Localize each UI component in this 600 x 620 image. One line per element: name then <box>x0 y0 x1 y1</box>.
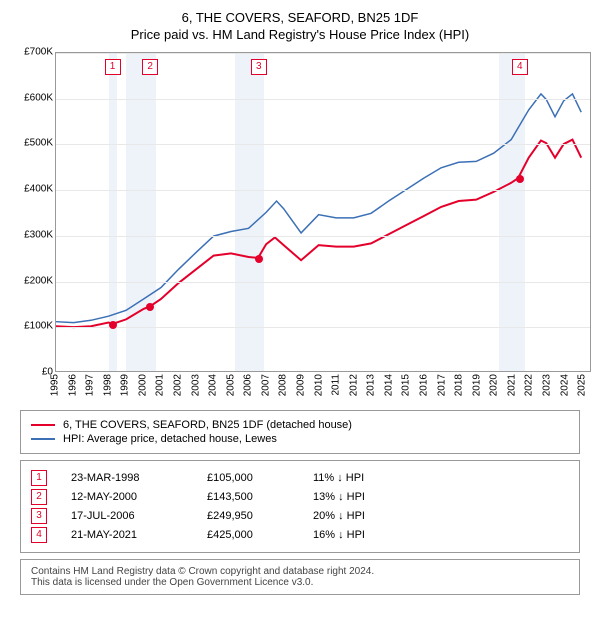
sale-date: 17-JUL-2006 <box>71 510 201 522</box>
sale-number-badge: 2 <box>31 489 47 505</box>
x-tick-label: 2001 <box>155 374 166 396</box>
legend-label: HPI: Average price, detached house, Lewe… <box>63 433 277 445</box>
legend-label: 6, THE COVERS, SEAFORD, BN25 1DF (detach… <box>63 419 352 431</box>
sale-date: 23-MAR-1998 <box>71 472 201 484</box>
x-tick-label: 2006 <box>243 374 254 396</box>
sale-row: 3 17-JUL-2006 £249,950 20% ↓ HPI <box>31 508 569 524</box>
sale-marker-dot <box>109 321 117 329</box>
x-tick-label: 2018 <box>454 374 465 396</box>
sale-date: 21-MAY-2021 <box>71 529 201 541</box>
x-tick-label: 1996 <box>67 374 78 396</box>
x-tick-label: 2019 <box>471 374 482 396</box>
sale-marker-dot <box>516 175 524 183</box>
sale-row: 4 21-MAY-2021 £425,000 16% ↓ HPI <box>31 527 569 543</box>
x-tick-label: 2015 <box>401 374 412 396</box>
y-axis: £0£100K£200K£300K£400K£500K£600K£700K <box>9 52 55 372</box>
sale-price: £143,500 <box>207 491 307 503</box>
footnote-line: Contains HM Land Registry data © Crown c… <box>31 566 569 577</box>
sale-number-badge: 4 <box>31 527 47 543</box>
sale-date: 12-MAY-2000 <box>71 491 201 503</box>
sale-marker-box: 2 <box>142 59 158 75</box>
x-tick-label: 2017 <box>436 374 447 396</box>
sales-table: 1 23-MAR-1998 £105,000 11% ↓ HPI 2 12-MAY-200… <box>20 460 580 553</box>
x-tick-label: 2024 <box>559 374 570 396</box>
sale-hpi-diff: 13% ↓ HPI <box>313 491 433 503</box>
x-tick-label: 2023 <box>542 374 553 396</box>
sale-marker-dot <box>255 255 263 263</box>
x-tick-label: 2012 <box>348 374 359 396</box>
sale-price: £425,000 <box>207 529 307 541</box>
series-line <box>56 94 581 323</box>
y-tick-label: £100K <box>24 321 53 332</box>
footnote: Contains HM Land Registry data © Crown c… <box>20 559 580 595</box>
x-tick-label: 2008 <box>278 374 289 396</box>
legend-swatch <box>31 438 55 440</box>
legend-item: 6, THE COVERS, SEAFORD, BN25 1DF (detach… <box>31 419 569 431</box>
x-tick-label: 2020 <box>489 374 500 396</box>
x-tick-label: 2011 <box>331 374 342 396</box>
sale-number-badge: 3 <box>31 508 47 524</box>
sale-marker-box: 3 <box>251 59 267 75</box>
y-tick-label: £400K <box>24 184 53 195</box>
x-tick-label: 2002 <box>173 374 184 396</box>
x-tick-label: 1998 <box>102 374 113 396</box>
x-tick-label: 1997 <box>85 374 96 396</box>
sale-hpi-diff: 11% ↓ HPI <box>313 472 433 484</box>
sale-hpi-diff: 20% ↓ HPI <box>313 510 433 522</box>
x-tick-label: 2004 <box>208 374 219 396</box>
sale-price: £249,950 <box>207 510 307 522</box>
y-tick-label: £700K <box>24 47 53 58</box>
sale-marker-box: 1 <box>105 59 121 75</box>
x-tick-label: 2010 <box>313 374 324 396</box>
chart: £0£100K£200K£300K£400K£500K£600K£700K 12… <box>9 52 591 402</box>
legend: 6, THE COVERS, SEAFORD, BN25 1DF (detach… <box>20 410 580 454</box>
sale-number-badge: 1 <box>31 470 47 486</box>
y-tick-label: £200K <box>24 275 53 286</box>
sale-price: £105,000 <box>207 472 307 484</box>
legend-swatch <box>31 424 55 426</box>
chart-title: 6, THE COVERS, SEAFORD, BN25 1DF <box>8 10 592 25</box>
x-tick-label: 2021 <box>506 374 517 396</box>
sale-row: 2 12-MAY-2000 £143,500 13% ↓ HPI <box>31 489 569 505</box>
x-tick-label: 2014 <box>383 374 394 396</box>
sale-hpi-diff: 16% ↓ HPI <box>313 529 433 541</box>
y-tick-label: £600K <box>24 92 53 103</box>
x-tick-label: 2009 <box>296 374 307 396</box>
x-tick-label: 2013 <box>366 374 377 396</box>
x-tick-label: 2025 <box>577 374 588 396</box>
chart-subtitle: Price paid vs. HM Land Registry's House … <box>8 27 592 42</box>
sale-marker-box: 4 <box>512 59 528 75</box>
x-tick-label: 2007 <box>260 374 271 396</box>
x-tick-label: 2016 <box>419 374 430 396</box>
y-tick-label: £300K <box>24 229 53 240</box>
x-tick-label: 1999 <box>120 374 131 396</box>
x-axis: 1995199619971998199920002001200220032004… <box>55 372 591 402</box>
x-tick-label: 2005 <box>225 374 236 396</box>
x-tick-label: 2000 <box>137 374 148 396</box>
x-tick-label: 2003 <box>190 374 201 396</box>
sale-marker-dot <box>146 303 154 311</box>
series-line <box>56 140 581 328</box>
x-tick-label: 2022 <box>524 374 535 396</box>
sale-row: 1 23-MAR-1998 £105,000 11% ↓ HPI <box>31 470 569 486</box>
x-tick-label: 1995 <box>50 374 61 396</box>
footnote-line: This data is licensed under the Open Gov… <box>31 577 569 588</box>
y-tick-label: £500K <box>24 138 53 149</box>
plot-area: 1 2 3 4 <box>55 52 591 372</box>
legend-item: HPI: Average price, detached house, Lewe… <box>31 433 569 445</box>
series-svg <box>56 53 590 372</box>
